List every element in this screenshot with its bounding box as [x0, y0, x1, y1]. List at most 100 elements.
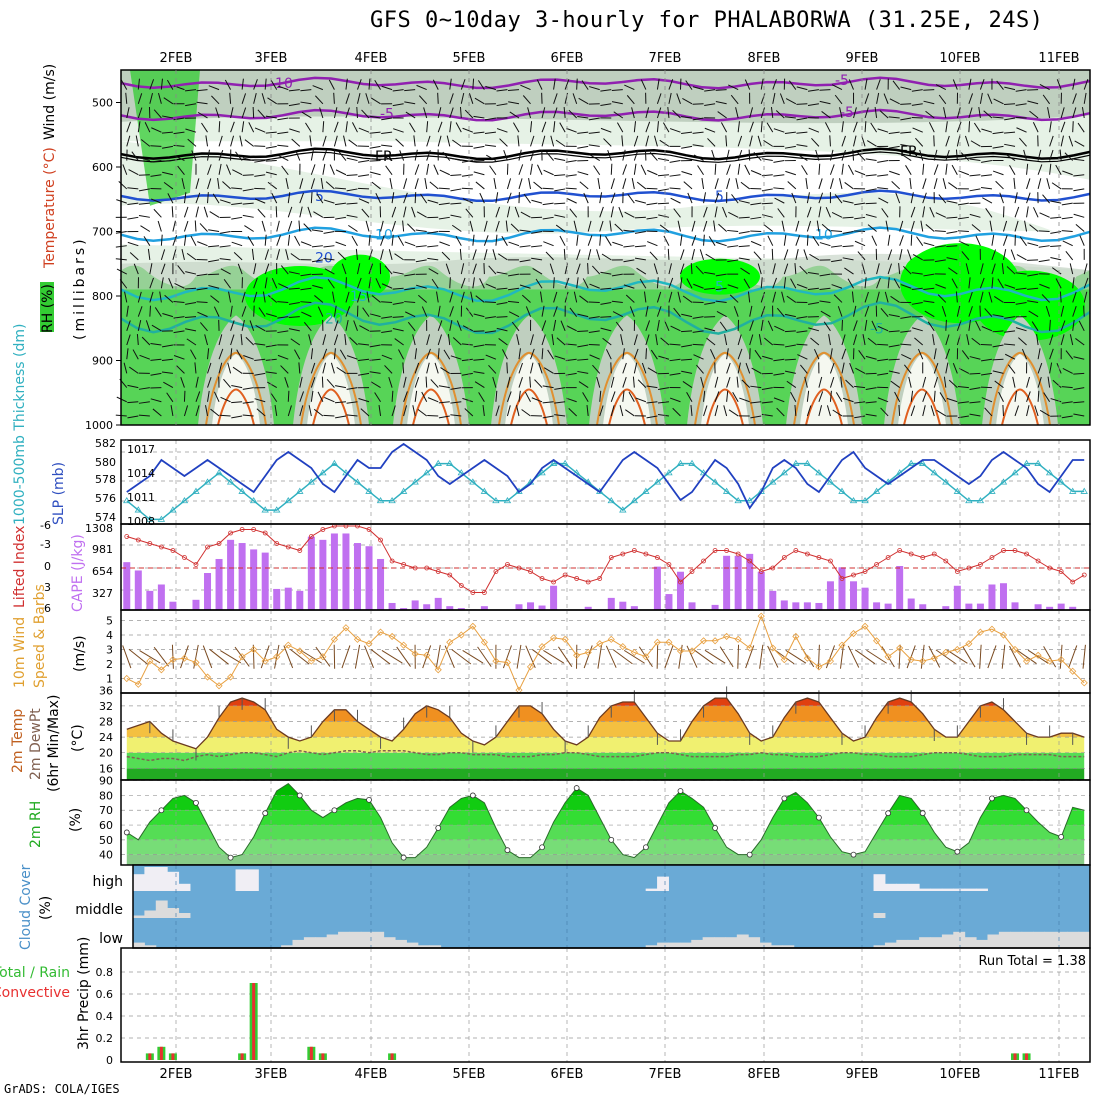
li-marker — [285, 544, 291, 550]
wind-barb — [1049, 334, 1054, 346]
wind-barb — [485, 283, 497, 289]
wind-barb — [826, 405, 831, 417]
wind-marker — [815, 663, 823, 671]
wind-barb — [820, 310, 831, 318]
wind-barb — [1015, 301, 1027, 305]
wind-barb — [1039, 212, 1050, 218]
wind-barb — [381, 85, 393, 91]
wind-barb — [627, 193, 635, 204]
wind-barb — [915, 137, 924, 147]
wind-marker — [826, 657, 835, 665]
wind-barb-10m — [737, 644, 740, 669]
rh-marker — [123, 829, 130, 836]
wind-barb — [326, 379, 335, 388]
wind-barb — [828, 334, 831, 346]
cloud-bar — [873, 945, 886, 948]
wind-barb — [880, 307, 889, 317]
wind-barb-10m — [987, 645, 997, 669]
wind-barb — [599, 405, 604, 417]
wind-barb — [865, 355, 877, 360]
wind-barb — [588, 316, 600, 319]
cloud-bar — [395, 939, 407, 948]
wind-barb — [116, 268, 127, 275]
wind-barb — [345, 93, 350, 104]
wind-barb — [749, 121, 754, 133]
wind-barb — [611, 273, 623, 277]
wind-barb — [690, 263, 693, 275]
wind-barb — [656, 277, 659, 289]
wind-barb — [597, 177, 601, 190]
wind-marker — [861, 622, 869, 630]
wind-barb — [693, 354, 704, 360]
wind-barb — [1037, 362, 1043, 374]
wind-barb — [381, 283, 393, 289]
wind-barb — [1013, 177, 1016, 189]
rh-marker — [331, 807, 338, 814]
wind-barb — [1004, 316, 1016, 319]
wind-barb — [1032, 122, 1039, 133]
wind-barb — [783, 249, 789, 261]
wind-barb-10m — [525, 645, 536, 668]
cape-bar — [204, 573, 212, 610]
wind-barb — [917, 348, 924, 360]
wind-barb — [415, 259, 427, 263]
li-marker — [585, 579, 591, 585]
wind-barb — [847, 278, 854, 289]
wind-barb — [577, 131, 589, 134]
wind-barb — [496, 316, 508, 318]
wind-barb — [763, 337, 774, 346]
wind-barb — [900, 131, 912, 134]
wind-barb — [310, 377, 316, 388]
wind-barb — [643, 291, 647, 303]
wind-barb — [806, 234, 809, 246]
rh-tick-label: 80 — [99, 789, 113, 802]
wind-barb — [322, 150, 328, 161]
dry-region — [121, 141, 1090, 245]
wind-marker — [942, 648, 950, 656]
wind-barb — [371, 181, 381, 190]
wind-barb — [1060, 135, 1064, 147]
precip-axis-label: 3hr Precip (mm) — [76, 937, 92, 1050]
wind-barb — [776, 307, 785, 317]
thickness-marker — [711, 478, 719, 485]
wind-barb — [945, 149, 950, 161]
wind-marker — [1069, 667, 1077, 675]
wind-barb — [241, 306, 247, 317]
wind-barb — [1060, 121, 1066, 133]
pressure-tick-label: 900 — [92, 355, 113, 368]
wind-barb — [399, 150, 405, 161]
wind-barb — [607, 149, 612, 161]
wind-barb — [393, 128, 404, 133]
wind-barb — [956, 135, 961, 147]
wind-barb — [361, 208, 370, 218]
slp-tick-label: 1011 — [127, 491, 155, 504]
wind-barb — [579, 295, 589, 303]
wind-barb — [426, 163, 430, 175]
rh-marker — [677, 788, 684, 794]
wind-barb — [300, 273, 312, 277]
wind-barb — [232, 169, 243, 176]
temp-tick-label: 20 — [99, 747, 113, 760]
wind-barb — [750, 415, 762, 419]
rh-marker — [158, 807, 165, 814]
cape-bar — [1034, 604, 1042, 610]
wind-barb — [819, 89, 831, 91]
wind-barb — [405, 311, 416, 318]
wind-marker — [596, 640, 604, 648]
wind-barb — [815, 149, 820, 161]
wind-barb — [862, 334, 866, 346]
wind-barb — [715, 273, 727, 277]
wind-barb — [1024, 220, 1028, 232]
wind-barb — [890, 380, 900, 388]
wind-barb — [1051, 267, 1062, 275]
wind-barb — [402, 220, 405, 232]
wind-barb — [239, 135, 243, 147]
wind-barb — [795, 235, 801, 246]
wind-barb — [244, 139, 254, 147]
rh-marker — [193, 799, 199, 806]
wind-barb — [583, 192, 589, 204]
wind-barb — [796, 144, 808, 147]
wind-barb — [587, 235, 593, 246]
wind-barb — [129, 252, 139, 261]
wind-barb — [441, 251, 451, 261]
